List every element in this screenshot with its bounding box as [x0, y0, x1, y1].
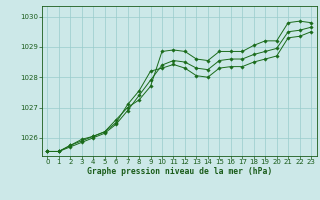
- X-axis label: Graphe pression niveau de la mer (hPa): Graphe pression niveau de la mer (hPa): [87, 167, 272, 176]
